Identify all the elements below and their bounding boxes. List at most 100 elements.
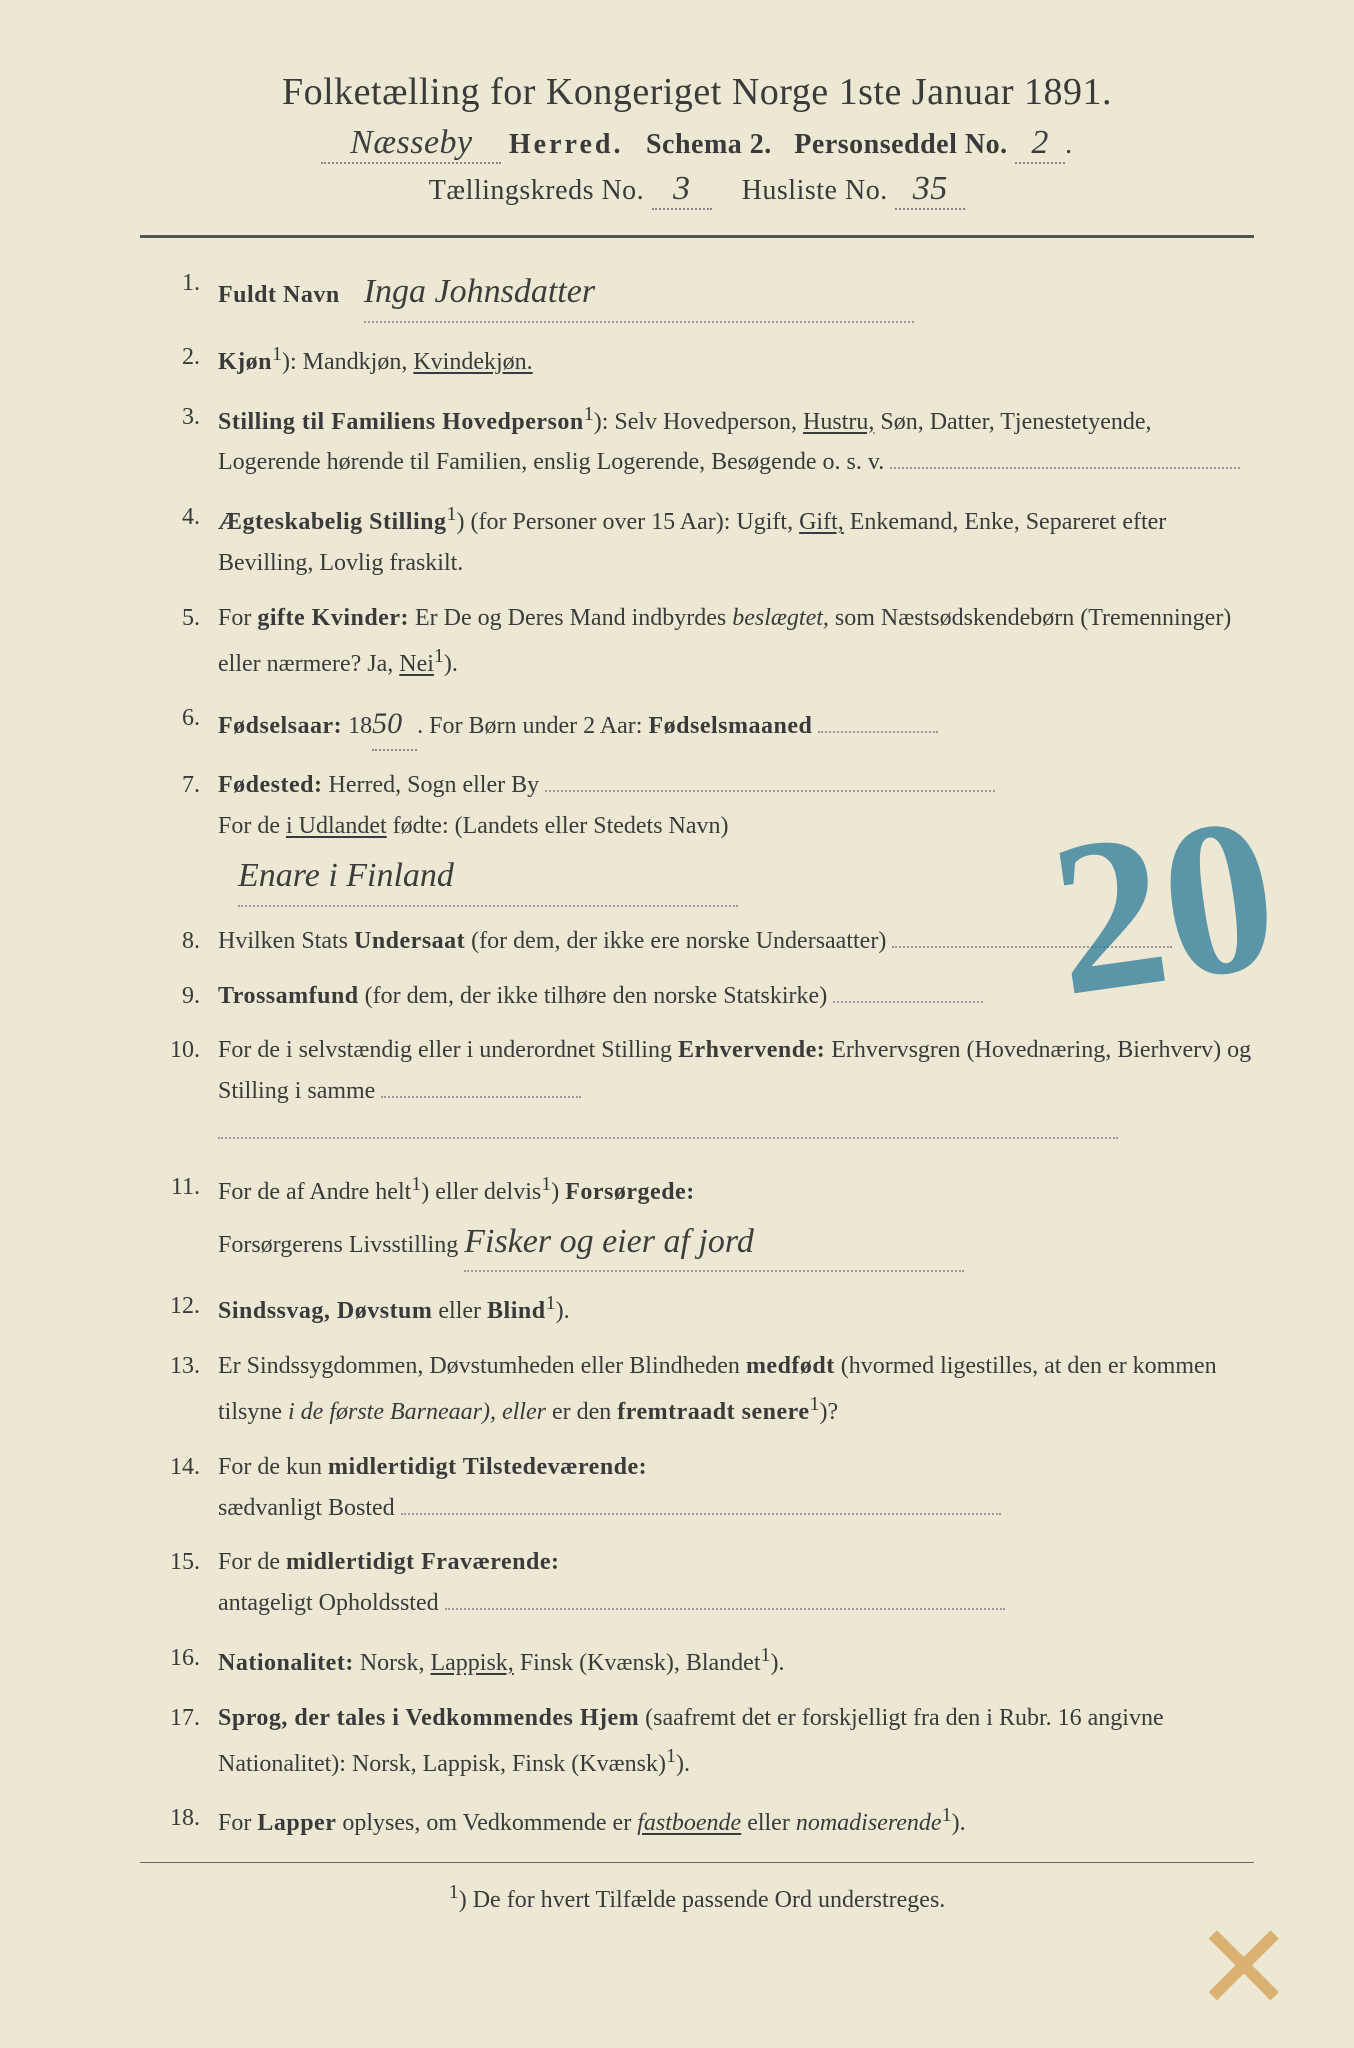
sup: 1	[546, 1292, 556, 1314]
label: Kjøn	[218, 349, 272, 375]
dotted-line	[401, 1513, 1001, 1515]
dotted-line	[890, 467, 1240, 469]
husliste-label: Husliste No.	[742, 175, 888, 206]
item-number: 6.	[140, 698, 218, 751]
sup: 1	[809, 1393, 819, 1415]
personseddel-no: 2	[1015, 124, 1065, 164]
sup: 1	[434, 645, 444, 667]
item-8: 8. Hvilken Stats Undersaat (for dem, der…	[140, 921, 1254, 962]
footnote-text: ) De for hvert Tilfælde passende Ord und…	[459, 1887, 946, 1913]
item-number: 11.	[140, 1167, 218, 1273]
sup: 1	[584, 403, 594, 425]
rest2: ).	[556, 1298, 570, 1324]
item-body: Stilling til Familiens Hovedperson1): Se…	[218, 397, 1254, 484]
birthplace-value: Enare i Finland	[238, 847, 738, 907]
rest3: ).	[770, 1650, 784, 1676]
divider-bottom	[140, 1862, 1254, 1863]
item-body: Hvilken Stats Undersaat (for dem, der ik…	[218, 921, 1254, 962]
footnote-sup: 1	[449, 1881, 459, 1903]
selected: Nei	[399, 651, 434, 677]
b2: fremtraadt senere	[617, 1399, 809, 1425]
ital1: fastboende	[637, 1810, 741, 1836]
rest1: Er Sindssygdommen, Døvstumheden eller Bl…	[218, 1353, 746, 1379]
label: Sprog, der tales i Vedkommendes Hjem	[218, 1705, 639, 1731]
personseddel-label: Personseddel No.	[794, 129, 1007, 160]
rest1: Norsk,	[354, 1650, 431, 1676]
item-16: 16. Nationalitet: Norsk, Lappisk, Finsk …	[140, 1638, 1254, 1684]
rest3: ).	[444, 651, 458, 677]
year-prefix: 18	[348, 713, 372, 739]
label: Fødested:	[218, 772, 322, 798]
header-line-2: Tællingskreds No. 3 Husliste No. 35	[140, 170, 1254, 210]
rest3: eller	[741, 1810, 796, 1836]
rest1: For de	[218, 1549, 286, 1575]
line2b: i Udlandet	[286, 813, 387, 839]
schema-label: Schema 2.	[646, 129, 772, 160]
item-2: 2. Kjøn1): Mandkjøn, Kvindekjøn.	[140, 337, 1254, 383]
sup: 1	[447, 503, 457, 525]
rest1: For de af Andre helt	[218, 1179, 411, 1205]
item-body: For de i selvstændig eller i underordnet…	[218, 1030, 1254, 1152]
item-body: Fødselsaar: 1850. For Børn under 2 Aar: …	[218, 698, 1254, 751]
rest5: )?	[819, 1399, 838, 1425]
label: midlertidigt Fraværende:	[286, 1549, 560, 1575]
page-title: Folketælling for Kongeriget Norge 1ste J…	[140, 70, 1254, 114]
item-number: 12.	[140, 1286, 218, 1332]
label: Ægteskabelig Stilling	[218, 509, 447, 535]
ital2: nomadiserende	[796, 1810, 942, 1836]
item-6: 6. Fødselsaar: 1850. For Børn under 2 Aa…	[140, 698, 1254, 751]
item-body: Trossamfund (for dem, der ikke tilhøre d…	[218, 976, 1254, 1017]
selected: Hustru,	[803, 409, 874, 435]
sup: 1	[942, 1804, 952, 1826]
label2: Fødselsmaaned	[648, 713, 812, 739]
item-number: 5.	[140, 598, 218, 685]
dotted-line	[218, 1137, 1118, 1139]
rest1: For de kun	[218, 1454, 328, 1480]
line2: sædvanligt Bosted	[218, 1495, 395, 1521]
label: Fuldt Navn	[218, 282, 340, 308]
item-number: 3.	[140, 397, 218, 484]
rest1: ): Selv Hovedperson,	[594, 409, 803, 435]
label: Nationalitet:	[218, 1650, 354, 1676]
item-body: Fuldt Navn Inga Johnsdatter	[218, 263, 1254, 323]
rest: (for dem, der ikke ere norske Undersaatt…	[465, 928, 886, 954]
sup2: 1	[541, 1173, 551, 1195]
ital: beslægtet,	[732, 605, 829, 631]
label: Lapper	[257, 1810, 336, 1836]
item-13: 13. Er Sindssygdommen, Døvstumheden elle…	[140, 1346, 1254, 1433]
item-14: 14. For de kun midlertidigt Tilstedevære…	[140, 1447, 1254, 1529]
item-body: Ægteskabelig Stilling1) (for Personer ov…	[218, 497, 1254, 584]
line2: antageligt Opholdssted	[218, 1590, 439, 1616]
item-number: 4.	[140, 497, 218, 584]
footnote: 1) De for hvert Tilfælde passende Ord un…	[140, 1881, 1254, 1914]
item-number: 9.	[140, 976, 218, 1017]
line2c: fødte: (Landets eller Stedets Navn)	[387, 813, 729, 839]
item-12: 12. Sindssvag, Døvstum eller Blind1).	[140, 1286, 1254, 1332]
item-body: For Lapper oplyses, om Vedkommende er fa…	[218, 1798, 1254, 1844]
selected: Gift,	[799, 509, 844, 535]
item-11: 11. For de af Andre helt1) eller delvis1…	[140, 1167, 1254, 1273]
label: Stilling til Familiens Hovedperson	[218, 409, 584, 435]
item-1: 1. Fuldt Navn Inga Johnsdatter	[140, 263, 1254, 323]
selected: Kvindekjøn.	[413, 349, 532, 375]
pre: Hvilken Stats	[218, 928, 354, 954]
item-9: 9. Trossamfund (for dem, der ikke tilhør…	[140, 976, 1254, 1017]
label: Trossamfund	[218, 983, 359, 1009]
label: Erhvervende:	[678, 1037, 825, 1063]
item-body: For de af Andre helt1) eller delvis1) Fo…	[218, 1167, 1254, 1273]
item-body: Sindssvag, Døvstum eller Blind1).	[218, 1286, 1254, 1332]
rest2: ).	[676, 1751, 690, 1777]
item-number: 18.	[140, 1798, 218, 1844]
item-number: 17.	[140, 1698, 218, 1785]
item-15: 15. For de midlertidigt Fraværende: anta…	[140, 1542, 1254, 1624]
kreds-label: Tællingskreds No.	[429, 175, 644, 206]
ital2: eller	[502, 1399, 546, 1425]
item-17: 17. Sprog, der tales i Vedkommendes Hjem…	[140, 1698, 1254, 1785]
sup1: 1	[411, 1173, 421, 1195]
label: Forsørgede:	[565, 1179, 694, 1205]
item-number: 16.	[140, 1638, 218, 1684]
ital: i de første Barneaar),	[288, 1399, 496, 1425]
divider	[140, 235, 1254, 238]
item-body: For gifte Kvinder: Er De og Deres Mand i…	[218, 598, 1254, 685]
item-body: Kjøn1): Mandkjøn, Kvindekjøn.	[218, 337, 1254, 383]
